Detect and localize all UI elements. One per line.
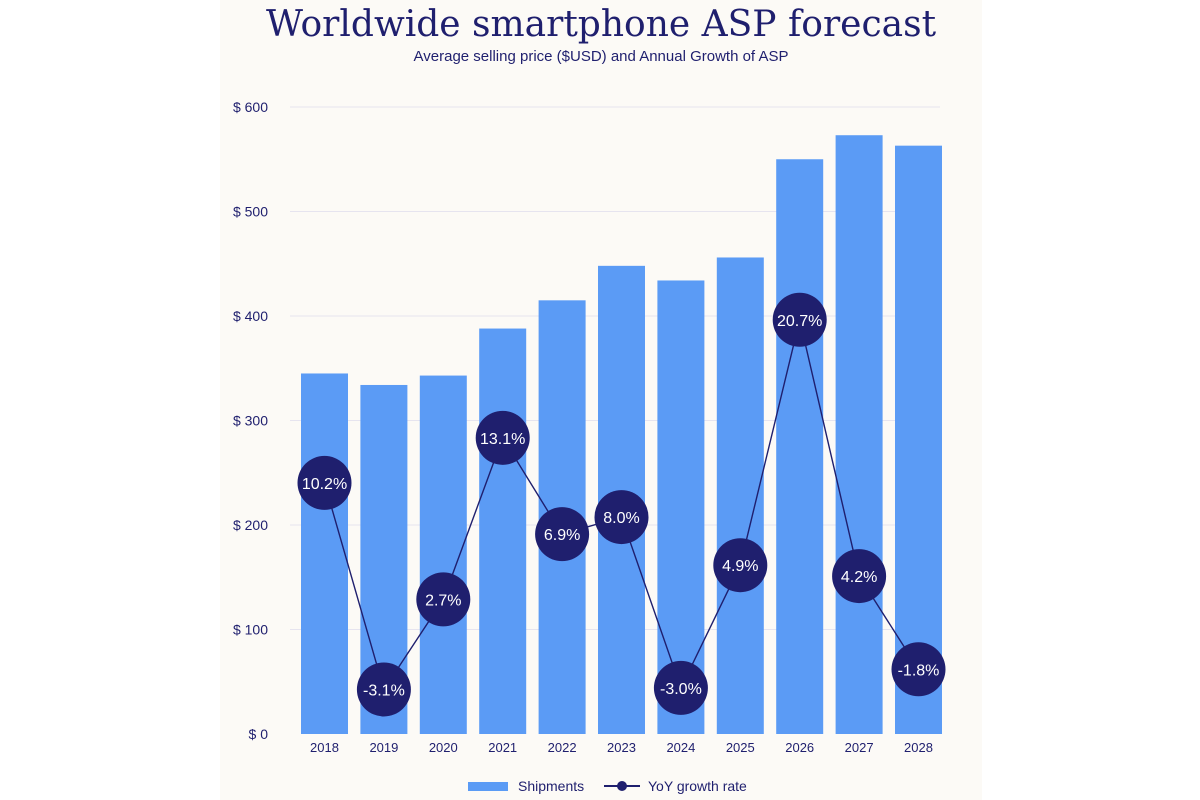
x-tick-label: 2025 <box>726 740 755 755</box>
growth-data-label: -3.1% <box>363 682 405 699</box>
growth-data-label: 2.7% <box>425 592 461 609</box>
growth-point <box>594 490 649 545</box>
growth-data-label: -1.8% <box>898 662 940 679</box>
y-tick-label: $ 0 <box>249 726 269 742</box>
legend-item-shipments: Shipments <box>468 778 584 794</box>
growth-point <box>356 662 411 717</box>
bar <box>479 328 527 734</box>
growth-data-label: 10.2% <box>302 476 347 493</box>
growth-point <box>416 572 471 627</box>
growth-data-label: 4.9% <box>722 558 758 575</box>
y-tick-label: $ 500 <box>233 204 268 220</box>
growth-data-label: 4.2% <box>841 569 877 586</box>
y-tick-label: $ 300 <box>233 413 268 429</box>
legend-swatch-growth <box>604 780 640 792</box>
x-tick-label: 2018 <box>310 740 339 755</box>
bar <box>716 257 764 734</box>
chart-subtitle: Average selling price ($USD) and Annual … <box>413 48 789 65</box>
bar <box>776 159 824 734</box>
growth-point <box>653 660 708 715</box>
growth-point <box>297 455 352 510</box>
y-tick-label: $ 600 <box>233 99 268 115</box>
bar <box>301 373 348 734</box>
growth-point <box>832 549 887 604</box>
chart-legend: Shipments YoY growth rate <box>0 776 1200 800</box>
chart-title: Worldwide smartphone ASP forecast <box>265 4 937 45</box>
growth-point <box>772 292 827 347</box>
legend-label-growth: YoY growth rate <box>648 778 747 794</box>
x-tick-label: 2022 <box>548 740 577 755</box>
x-tick-label: 2028 <box>904 740 933 755</box>
x-tick-label: 2023 <box>607 740 636 755</box>
legend-label-shipments: Shipments <box>518 778 585 794</box>
x-tick-label: 2026 <box>785 740 814 755</box>
growth-data-label: -3.0% <box>660 681 702 698</box>
x-tick-label: 2019 <box>369 740 398 755</box>
x-tick-label: 2021 <box>488 740 517 755</box>
x-tick-label: 2024 <box>666 740 695 755</box>
growth-data-label: 13.1% <box>480 431 525 448</box>
y-tick-label: $ 200 <box>233 517 268 533</box>
legend-swatch-shipments <box>468 781 508 791</box>
growth-point <box>475 410 530 465</box>
growth-point <box>713 538 768 593</box>
bar <box>657 280 705 734</box>
growth-point <box>891 642 946 697</box>
growth-data-label: 6.9% <box>544 527 580 544</box>
legend-item-growth: YoY growth rate <box>604 778 747 794</box>
x-tick-label: 2027 <box>845 740 874 755</box>
y-tick-label: $ 400 <box>233 308 268 324</box>
bar <box>835 135 883 735</box>
growth-data-label: 20.7% <box>777 313 822 330</box>
y-tick-label: $ 100 <box>233 622 268 638</box>
x-tick-label: 2020 <box>429 740 458 755</box>
growth-point <box>535 507 590 562</box>
growth-data-label: 8.0% <box>603 510 639 527</box>
bar <box>895 145 942 735</box>
